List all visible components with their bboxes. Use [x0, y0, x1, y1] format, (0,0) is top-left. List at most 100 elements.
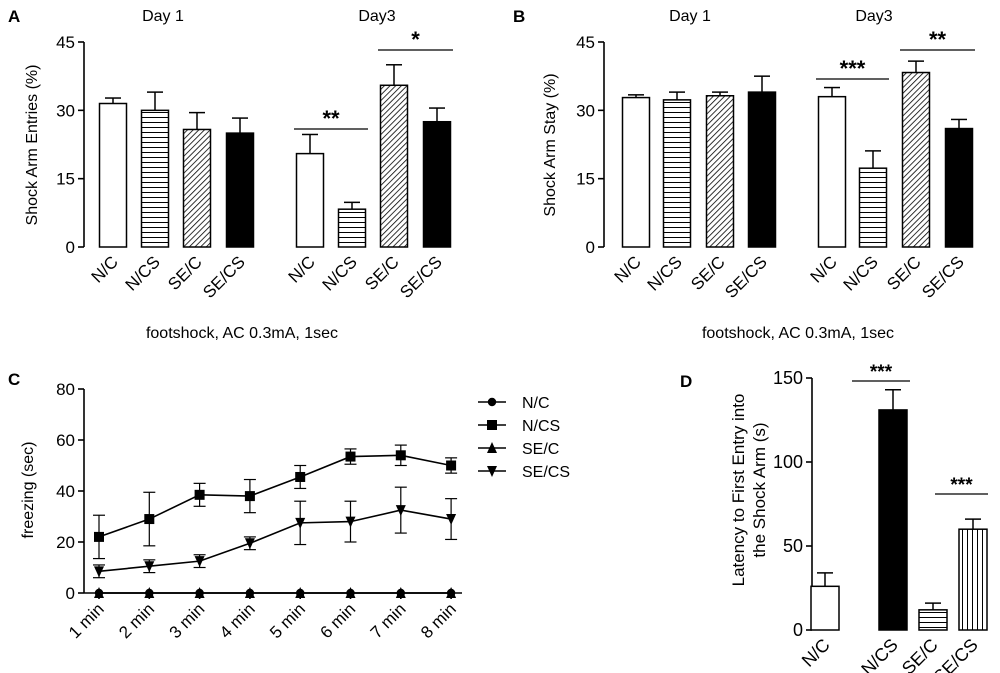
significance-label: ** [929, 27, 947, 52]
group-title: Day 1 [142, 8, 184, 25]
y-axis-label: Shock Arm Entries (%) [24, 65, 41, 226]
bar [225, 132, 255, 248]
legend-marker [487, 442, 497, 453]
bar [422, 120, 452, 248]
data-point [295, 587, 306, 598]
x-tick-label: N/CS [644, 252, 686, 294]
bar [858, 167, 888, 248]
x-tick-label: SE/CS [929, 635, 981, 673]
data-point [446, 514, 457, 526]
x-tick-label: SE/CS [721, 252, 771, 302]
y-tick-label: 45 [56, 33, 75, 52]
significance-label: *** [840, 56, 866, 81]
panel-c: C freezing (sec) 0 20 40 60 80 1 min 2 min 3 mi… [8, 370, 570, 642]
x-tick-label: N/C [611, 252, 645, 286]
data-point [244, 491, 255, 502]
y-tick-label: 0 [66, 584, 75, 603]
data-point [194, 556, 205, 568]
data-point [446, 587, 457, 598]
legend-label: SE/CS [522, 464, 570, 481]
series-line [98, 454, 452, 538]
x-tick-label: N/C [807, 252, 841, 286]
x-tick-label: 5 min [266, 599, 309, 642]
y-tick-label: 0 [586, 238, 595, 257]
bar [621, 96, 651, 248]
significance-label: *** [870, 362, 893, 383]
significance-label: ** [322, 106, 340, 131]
data-point [345, 587, 356, 598]
y-axis-label: freezing (sec) [20, 442, 37, 539]
y-tick-label: 0 [66, 238, 75, 257]
y-axis-label: Shock Arm Stay (%) [542, 73, 559, 216]
data-point [345, 451, 356, 462]
bar [878, 409, 908, 631]
x-tick-label: 3 min [166, 599, 209, 642]
group-title: Day3 [855, 8, 892, 25]
bar [944, 127, 974, 248]
data-point [244, 538, 255, 550]
panel-letter: B [513, 7, 525, 26]
y-tick-label: 60 [56, 431, 75, 450]
bar [662, 99, 692, 248]
x-tick-label: 7 min [367, 599, 410, 642]
data-point [144, 514, 155, 525]
y-tick-label: 15 [56, 170, 75, 189]
data-point [395, 505, 406, 517]
y-tick-label: 30 [576, 101, 595, 120]
group-title: Day3 [358, 8, 395, 25]
bar [98, 102, 128, 248]
data-point [244, 587, 255, 598]
data-point [194, 587, 205, 598]
legend-marker [487, 397, 497, 407]
data-point [94, 531, 104, 542]
legend-label: N/CS [522, 418, 560, 435]
x-axis-label: footshock, AC 0.3mA, 1sec [146, 325, 338, 342]
x-tick-label: 2 min [115, 599, 158, 642]
data-point [395, 450, 406, 461]
data-point [144, 587, 155, 598]
bar [182, 128, 212, 248]
bar [747, 91, 777, 248]
x-tick-label: N/C [285, 252, 319, 286]
bar [379, 84, 409, 248]
bar [705, 95, 735, 248]
x-tick-label: SE/CS [199, 252, 249, 302]
y-axis-label-line-2: the Shock Arm (s) [750, 422, 769, 557]
y-tick-label: 150 [773, 368, 803, 388]
y-tick-label: 40 [56, 482, 75, 501]
bar [295, 152, 325, 248]
x-tick-label: N/C [88, 252, 122, 286]
panel-letter: A [8, 7, 20, 26]
x-tick-label: 8 min [417, 599, 460, 642]
x-tick-label: 4 min [216, 599, 259, 642]
data-point [345, 516, 356, 528]
x-tick-label: 6 min [316, 599, 359, 642]
y-tick-label: 50 [783, 536, 803, 556]
x-tick-label: N/CS [122, 252, 164, 294]
bar [337, 208, 367, 248]
x-tick-label: N/CS [319, 252, 361, 294]
group-title: Day 1 [669, 8, 711, 25]
significance-label: * [411, 27, 420, 52]
x-tick-label: SE/CS [396, 252, 446, 302]
y-tick-label: 30 [56, 101, 75, 120]
panel-letter: D [680, 372, 692, 391]
data-point [446, 460, 457, 471]
series-line [98, 509, 452, 573]
y-tick-label: 45 [576, 33, 595, 52]
panel-a: A Day 1 Day3 Shock Arm Entries (%) foots… [8, 7, 453, 342]
bar [918, 609, 948, 631]
y-tick-label: 100 [773, 452, 803, 472]
legend-label: N/C [522, 395, 550, 412]
bar [817, 95, 847, 248]
panel-letter: C [8, 370, 20, 389]
x-tick-label: N/CS [857, 635, 902, 673]
panel-b: B Day 1 Day3 Shock Arm Stay (%) footshoc… [513, 7, 975, 342]
data-point [295, 517, 306, 529]
significance-label: *** [950, 475, 973, 496]
data-point [144, 561, 155, 573]
x-axis-label: footshock, AC 0.3mA, 1sec [702, 325, 894, 342]
legend-label: SE/C [522, 441, 559, 458]
y-tick-label: 80 [56, 380, 75, 399]
